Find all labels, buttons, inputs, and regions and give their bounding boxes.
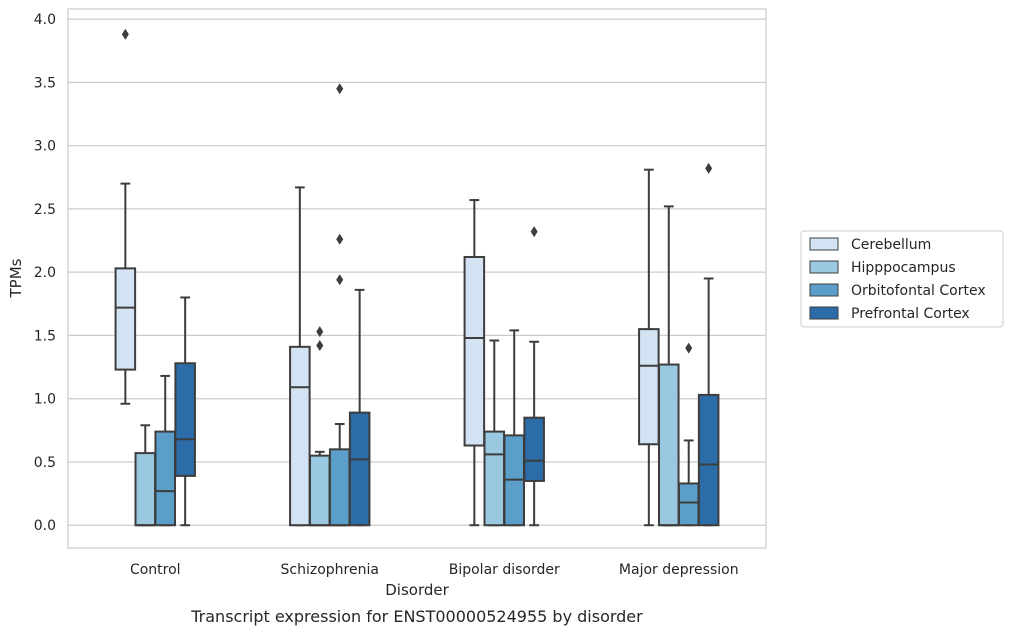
legend-label: Hipppocampus	[851, 260, 956, 276]
figure-caption: Transcript expression for ENST0000052495…	[190, 607, 643, 626]
y-tick-label: 4.0	[34, 12, 56, 28]
y-tick-label: 1.5	[34, 328, 56, 344]
box-body	[174, 362, 196, 477]
box-3-1	[348, 288, 371, 527]
box-0-3	[638, 168, 660, 527]
box-1-2	[483, 339, 506, 527]
outlier-point	[336, 274, 344, 286]
box-0-0	[114, 28, 137, 405]
outlier-point	[530, 226, 538, 238]
outlier-point	[316, 326, 324, 338]
y-tick-label: 3.0	[34, 139, 56, 155]
box-body	[658, 363, 680, 527]
box-3-3	[697, 162, 720, 527]
box-body	[483, 430, 506, 527]
outlier-point	[316, 340, 324, 352]
box-2-3	[677, 342, 700, 527]
box-2-2	[503, 329, 525, 527]
box-body	[463, 255, 486, 447]
box-body	[309, 454, 331, 527]
x-tick-label: Bipolar disorder	[449, 562, 560, 578]
box-2-0	[154, 374, 176, 527]
legend-swatch	[809, 237, 839, 251]
legend-label: Orbitofontal Cortex	[851, 283, 986, 299]
x-tick-labels: Control Schizophrenia Bipolar disorder Majo…	[130, 562, 739, 578]
box-3-0	[174, 296, 196, 527]
outlier-point	[121, 28, 129, 40]
y-tick-label: 2.5	[34, 202, 56, 218]
x-tick-label: Major depression	[619, 562, 739, 578]
box-body	[154, 430, 176, 527]
outlier-point	[705, 162, 713, 174]
y-tick-label: 0.0	[34, 518, 56, 534]
legend-label: Cerebellum	[851, 237, 931, 253]
box-body	[114, 267, 137, 371]
legend-swatch	[809, 260, 839, 274]
box-body	[523, 416, 545, 482]
box-body	[677, 482, 700, 527]
box-2-1	[328, 83, 351, 527]
box-0-1	[289, 186, 311, 527]
box-1-3	[658, 205, 680, 527]
x-tick-label: Schizophrenia	[281, 562, 379, 578]
box-groups	[114, 28, 720, 527]
box-1-1	[309, 326, 331, 527]
box-body	[348, 411, 371, 527]
outlier-point	[685, 342, 693, 354]
box-3-2	[523, 226, 545, 527]
box-body	[697, 393, 720, 527]
box-0-2	[463, 199, 486, 527]
box-body	[134, 452, 157, 527]
x-axis-label: Disorder	[385, 581, 449, 599]
box-body	[328, 448, 351, 527]
y-tick-label: 2.0	[34, 265, 56, 281]
box-1-0	[134, 424, 157, 527]
legend: Cerebellum Hipppocampus Orbitofontal Corte…	[800, 230, 1004, 328]
y-axis-label: TPMs	[7, 258, 25, 298]
box-body	[289, 345, 311, 527]
legend-swatch	[809, 283, 839, 297]
x-tick-label: Control	[130, 562, 181, 578]
legend-swatch	[809, 306, 839, 320]
outlier-point	[336, 233, 344, 245]
box-body	[638, 328, 660, 446]
legend-label: Prefrontal Cortex	[851, 306, 970, 322]
plot-frame	[67, 8, 767, 549]
legend-frame	[800, 230, 1004, 328]
y-tick-label: 1.0	[34, 392, 56, 408]
outlier-point	[336, 83, 344, 95]
y-tick-label: 3.5	[34, 75, 56, 91]
y-tick-labels: 0.0 0.5 1.0 1.5 2.0 2.5 3.0 3.5 4.0	[34, 12, 56, 534]
y-tick-label: 0.5	[34, 455, 56, 471]
